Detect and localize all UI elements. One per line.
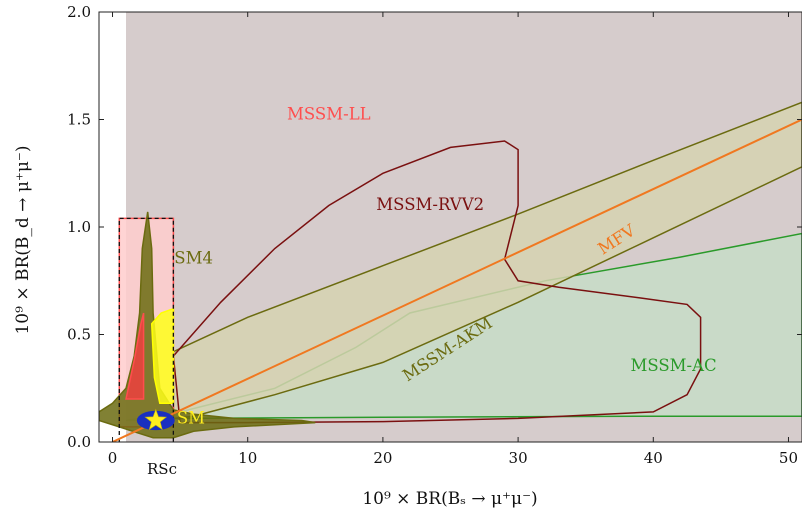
y-tick-label: 2.0 (67, 3, 91, 21)
x-tick-label: 20 (373, 449, 392, 467)
region-label-mssm-ac: MSSM-AC (630, 356, 716, 375)
series-layer (112, 118, 802, 442)
x-tick-label: 10 (238, 449, 257, 467)
region-label-mssm-ll: MSSM-LL (287, 105, 371, 124)
x-tick-label: 30 (509, 449, 528, 467)
x-tick-label: 40 (644, 449, 663, 467)
region-layer (99, 12, 802, 442)
y-axis-ticks: 0.0 0.5 1.0 1.5 2.0 (67, 3, 802, 451)
point-layer (136, 408, 175, 431)
region-mssm-rvv2 (172, 140, 702, 424)
x-axis-ticks: 0 10 20 30 40 50 (108, 12, 798, 467)
point-label-sm: SM (177, 409, 205, 428)
y-tick-label: 0.0 (67, 433, 91, 451)
x-axis-label: 10⁹ × BR(Bₛ → μ⁺μ⁻) (362, 489, 537, 509)
sm-star-marker (144, 408, 168, 431)
x-tick-label: 50 (779, 449, 798, 467)
y-axis-label: 10⁹ × BR(B_d → μ⁺μ⁻) (13, 145, 33, 334)
y-tick-label: 1.0 (67, 218, 91, 236)
x-tick-label: 0 (108, 449, 118, 467)
y-tick-label: 0.5 (67, 326, 91, 344)
series-line-mfv (112, 118, 802, 442)
y-tick-label: 1.5 (67, 111, 91, 129)
region-fill-6 (125, 312, 145, 400)
region-label-sm4: SM4 (174, 249, 213, 268)
rsc-label: RSc (147, 460, 177, 478)
region-label-mssm-rvv2: MSSM-RVV2 (376, 195, 484, 214)
